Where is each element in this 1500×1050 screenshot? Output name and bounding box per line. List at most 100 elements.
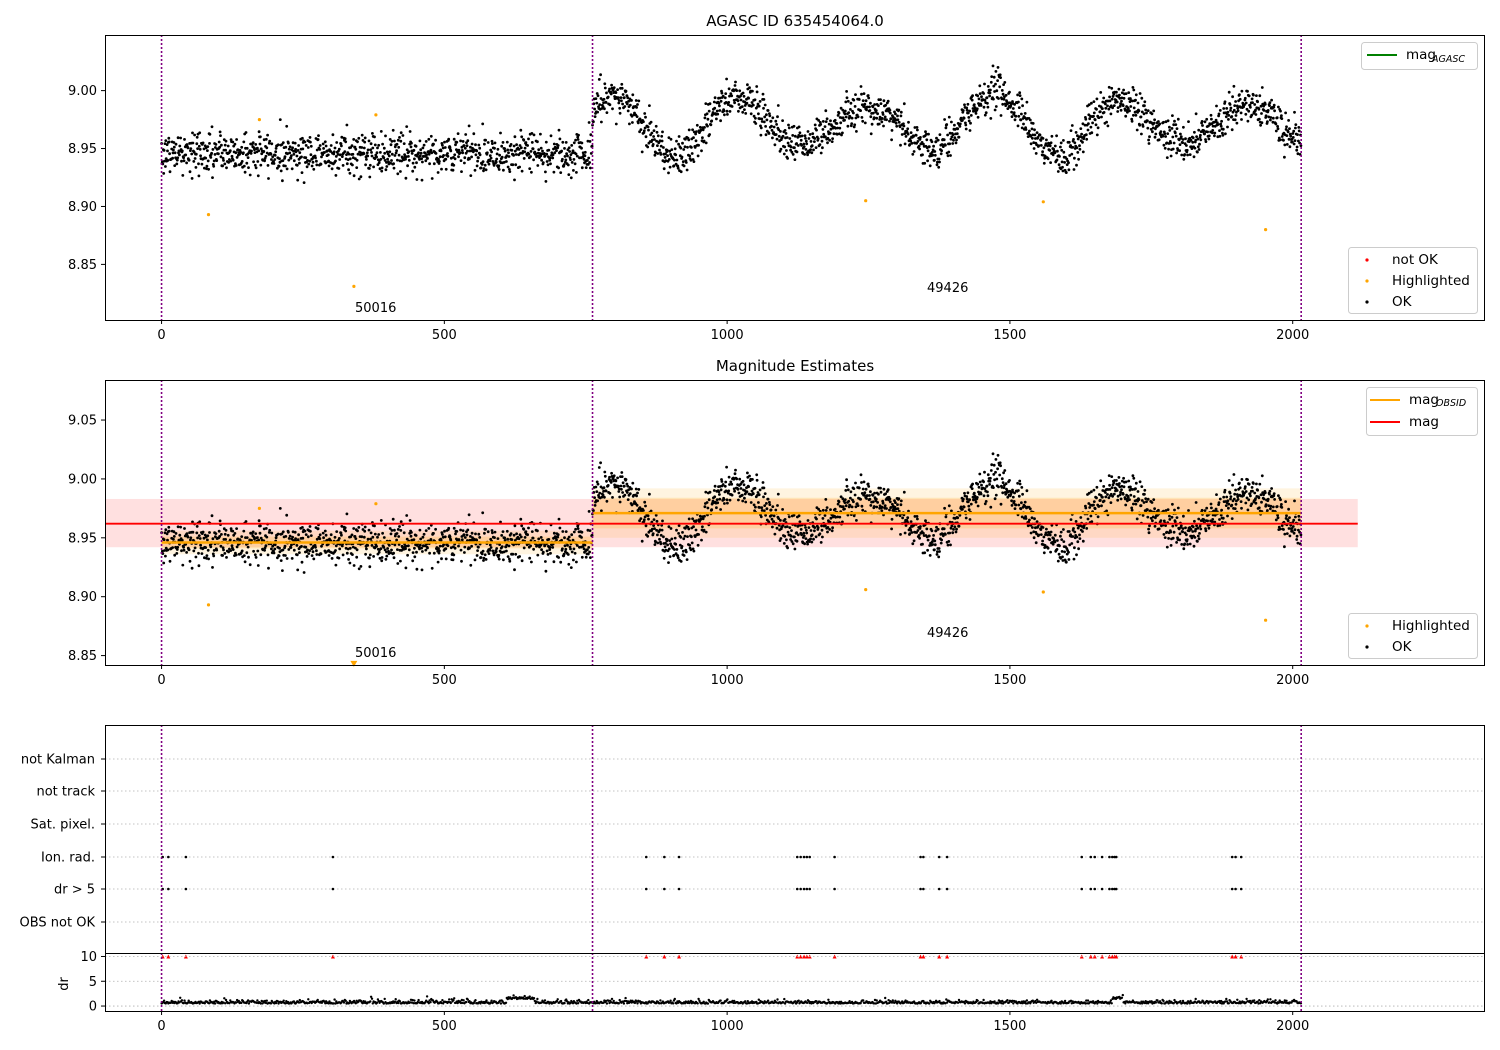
ok-point-1514 xyxy=(802,531,806,535)
ok-point-1598 xyxy=(838,132,841,136)
ok-point-2124 xyxy=(1061,555,1064,559)
ok-point-802 xyxy=(500,144,504,148)
ok-point-2018 xyxy=(1016,93,1019,97)
ok-point-795 xyxy=(497,164,501,168)
ok-point-1327 xyxy=(723,113,726,117)
ok-point-1742 xyxy=(899,143,902,147)
ok-point-1902 xyxy=(966,500,970,504)
ok-point-713 xyxy=(462,533,466,537)
ok-point-1657 xyxy=(863,493,866,497)
ok-point-1856 xyxy=(947,540,951,543)
ok-point-1556 xyxy=(820,524,823,528)
y-tick-label: 8.85 xyxy=(68,258,97,273)
ok-point-976 xyxy=(574,527,577,531)
ok-point-423 xyxy=(339,531,343,535)
ok-point-187 xyxy=(239,151,243,154)
ok-point-1672 xyxy=(869,115,873,119)
ok-point-486 xyxy=(366,544,370,547)
ok-point-1356 xyxy=(735,477,739,481)
ok-point-1373 xyxy=(742,94,746,98)
ok-point-149 xyxy=(223,552,227,555)
ok-point-1451 xyxy=(775,526,779,530)
ok-point-1741 xyxy=(898,125,902,129)
ok-point-1677 xyxy=(871,493,875,497)
ok-point-1812 xyxy=(928,554,932,557)
ok-point-1570 xyxy=(826,530,829,534)
ok-point-76 xyxy=(192,160,196,163)
ok-point-2377 xyxy=(1168,129,1172,132)
ok-point-772 xyxy=(487,552,491,555)
ok-point-2056 xyxy=(1032,141,1036,145)
ok-point-400 xyxy=(329,144,333,147)
ok-point-774 xyxy=(488,548,492,552)
ok-point-1056 xyxy=(608,87,611,91)
ok-point-2216 xyxy=(1100,115,1103,119)
ok-point-1481 xyxy=(788,137,792,140)
ok-point-1125 xyxy=(637,488,641,491)
ok-point-1978 xyxy=(999,76,1002,79)
ok-point-643 xyxy=(432,551,436,555)
ok-point-1599 xyxy=(838,515,842,519)
ok-point-1651 xyxy=(860,116,864,119)
ok-point-990 xyxy=(580,536,583,539)
ok-point-1741 xyxy=(898,514,902,518)
ok-point-118 xyxy=(210,151,214,155)
ok-point-1524 xyxy=(806,130,810,133)
ok-point-1484 xyxy=(789,145,793,149)
ok-point-369 xyxy=(316,527,320,531)
ok-point-367 xyxy=(315,537,319,541)
ok-point-36 xyxy=(175,162,179,166)
ok-point-662 xyxy=(441,143,444,147)
ok-point-584 xyxy=(407,158,411,162)
ok-point-1460 xyxy=(779,147,783,151)
ok-point-732 xyxy=(470,142,474,146)
ok-point-1773 xyxy=(912,135,915,138)
ok-point-1088 xyxy=(621,93,625,96)
ok-point-2243 xyxy=(1111,95,1115,98)
ok-point-2038 xyxy=(1024,128,1028,131)
ok-point-1140 xyxy=(643,126,647,130)
ok-point-1909 xyxy=(969,502,973,506)
ok-point-817 xyxy=(506,165,510,169)
ok-point-2405 xyxy=(1180,153,1184,157)
ok-point-527 xyxy=(383,548,387,552)
ok-point-1995 xyxy=(1006,495,1010,499)
panel1-legend-top: mag AGASC xyxy=(1361,42,1478,70)
ok-point-937 xyxy=(557,128,561,132)
ok-point-2669 xyxy=(1292,129,1296,133)
ok-point-2641 xyxy=(1280,117,1284,120)
ok-point-619 xyxy=(422,532,426,536)
ok-point-50 xyxy=(181,563,185,567)
ok-point-1248 xyxy=(689,548,693,552)
ok-point-2094 xyxy=(1048,149,1052,152)
ok-point-1092 xyxy=(623,105,627,108)
ok-point-52 xyxy=(182,545,186,549)
ok-point-151 xyxy=(224,148,228,152)
ok-point-2584 xyxy=(1256,100,1259,104)
ok-point-1361 xyxy=(737,491,741,495)
ok-point-436 xyxy=(345,153,348,157)
ok-point-62 xyxy=(186,146,190,150)
ok-point-8 xyxy=(163,142,167,146)
ok-point-844 xyxy=(518,555,521,558)
ok-point-1345 xyxy=(730,493,734,497)
ok-point-428 xyxy=(341,164,345,167)
ok-point-2027 xyxy=(1020,112,1023,116)
ok-point-2022 xyxy=(1017,494,1021,498)
ok-point-1863 xyxy=(950,135,954,139)
ok-point-960 xyxy=(567,562,571,566)
ok-point-1196 xyxy=(667,525,671,529)
ok-point-1976 xyxy=(998,473,1002,477)
ok-point-808 xyxy=(502,160,506,164)
ok-point-1244 xyxy=(687,517,691,521)
ok-point-461 xyxy=(355,548,359,552)
ok-point-1273 xyxy=(700,149,703,153)
ok-point-1662 xyxy=(865,108,868,112)
ok-point-957 xyxy=(566,543,569,547)
ok-point-646 xyxy=(434,138,437,142)
ok-point-2253 xyxy=(1115,489,1119,492)
ok-point-1979 xyxy=(999,502,1003,506)
ok-point-1750 xyxy=(902,124,906,128)
ok-point-438 xyxy=(345,551,349,555)
ok-point-1535 xyxy=(811,132,815,136)
